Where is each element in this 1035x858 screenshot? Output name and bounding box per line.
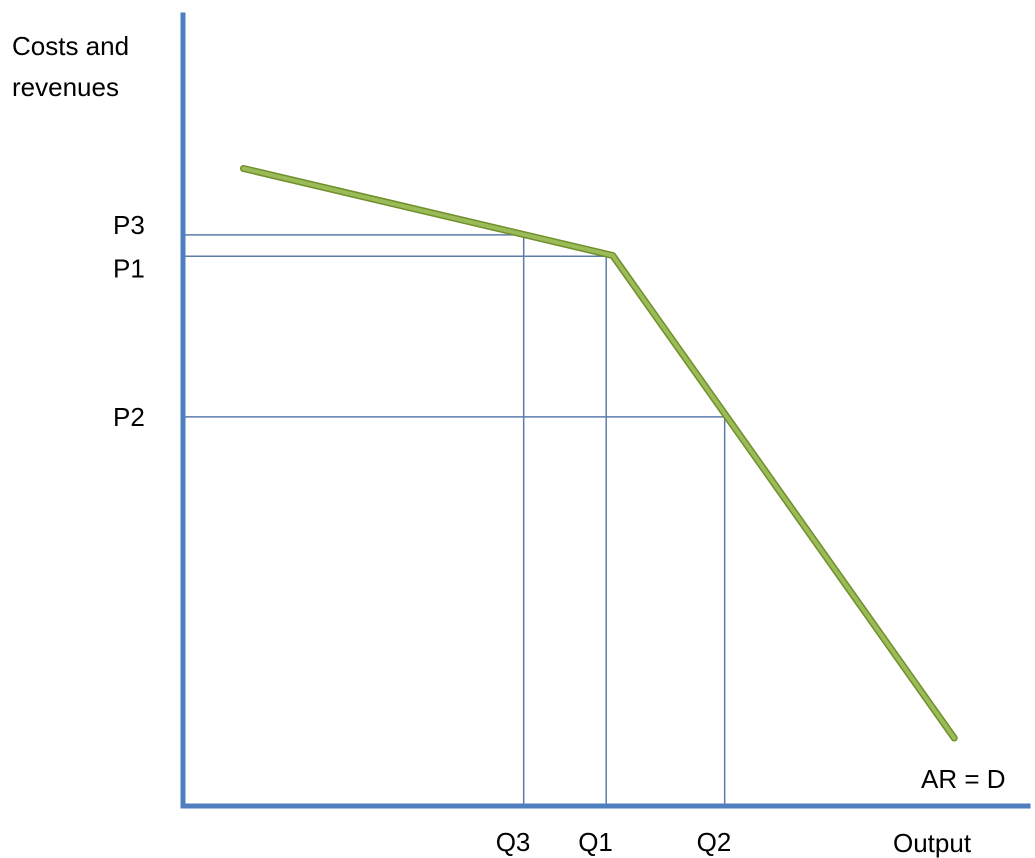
quantity-label-q2: Q2	[697, 827, 732, 857]
price-label-p3: P3	[113, 210, 145, 240]
x-axis-label: Output	[893, 828, 972, 858]
demand-curve-line	[241, 166, 957, 740]
price-label-p1: P1	[113, 253, 145, 283]
quantity-label-q3: Q3	[496, 827, 531, 857]
series-label-ar-d: AR = D	[921, 764, 1006, 794]
y-axis-label-line2: revenues	[12, 72, 119, 102]
quantity-label-q1: Q1	[578, 827, 613, 857]
demand-curve-group	[240, 165, 958, 742]
guide-lines	[183, 234, 726, 806]
y-axis-label-line1: Costs and	[12, 31, 129, 61]
price-label-p2: P2	[113, 402, 145, 432]
